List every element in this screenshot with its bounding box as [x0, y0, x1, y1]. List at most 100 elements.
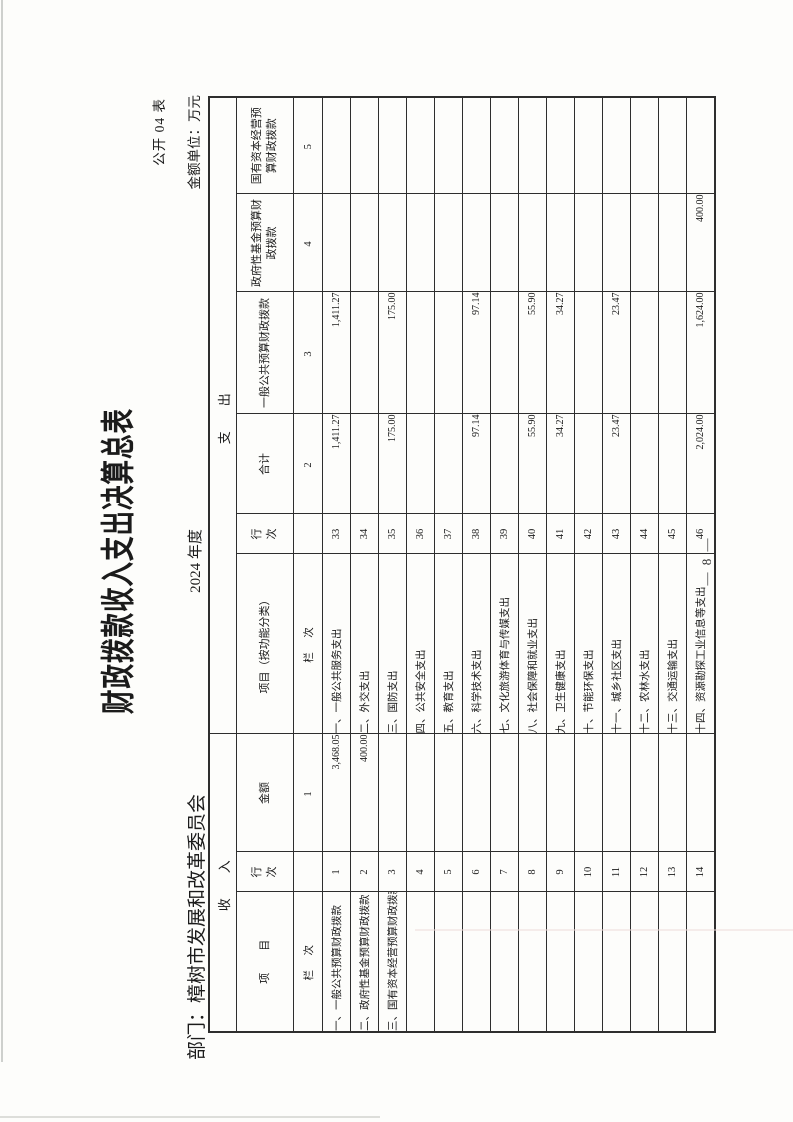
income-amount-cell [518, 733, 547, 852]
income-item-cell [546, 892, 575, 1032]
expense-item-cell: 七、文化旅游体育与传媒支出 [490, 553, 519, 734]
gov-fund-cell [322, 193, 351, 292]
income-amount-cell: 3,468.05 [322, 733, 351, 852]
gov-fund-cell [350, 193, 379, 292]
income-col-label: 栏 次 [293, 892, 323, 1032]
total-cell: 1,411.27 [322, 413, 351, 514]
income-item-cell [658, 892, 687, 1032]
general-budget-header: 一般公共预算财政拨款 [236, 291, 294, 414]
total-cell [350, 413, 379, 514]
expense-rowno-cell: 42 [574, 513, 603, 554]
income-item-cell [462, 892, 491, 1032]
state-capital-cell [462, 96, 491, 194]
table-row: 11 十一、城乡社区支出 43 23.47 23.47 [602, 96, 631, 1032]
state-capital-cell [546, 96, 575, 194]
expense-item-cell: 五、教育支出 [434, 553, 463, 734]
expense-rowno-cell: 41 [546, 513, 575, 554]
table-row: 13 十三、交通运输支出 45 [658, 96, 687, 1032]
income-item-cell [518, 892, 547, 1032]
state-capital-cell [322, 96, 351, 194]
column-name-row: 项 目 行 次 金额 项目（按功能分类） 行 次 合计 一般公共预算财政拨款 政… [236, 96, 294, 1032]
state-capital-cell [518, 96, 547, 194]
total-cell: 175.00 [378, 413, 407, 514]
table-body: 一、一般公共预算财政拨款 1 3,468.05 一、一般公共服务支出 33 1,411.2… [322, 96, 715, 1032]
general-budget-cell: 97.14 [462, 291, 491, 414]
expense-item-cell: 八、社会保障和就业支出 [518, 553, 547, 734]
income-amount-cell [574, 733, 603, 852]
gov-fund-cell [518, 193, 547, 292]
total-cell [574, 413, 603, 514]
income-item-cell [490, 892, 519, 1032]
col-number-3: 3 [293, 291, 323, 414]
table-row: 7 七、文化旅游体育与传媒支出 39 [490, 96, 519, 1032]
income-rowno-cell: 7 [490, 852, 519, 892]
expense-rowno-cell: 34 [350, 513, 379, 554]
gov-fund-cell [602, 193, 631, 292]
income-rowno-cell: 4 [406, 852, 435, 892]
page-title-text: 财政拨款收入支出决算总表 [101, 408, 139, 714]
expense-item-cell: 六、科学技术支出 [462, 553, 491, 734]
amount-unit-label: 金额单位：万元 [187, 95, 202, 190]
section-header-row: 收 入 支 出 [209, 96, 237, 1032]
table-header: 收 入 支 出 项 目 行 次 金额 项目（按功能分类） 行 次 合计 一般公共… [209, 96, 323, 1032]
income-rowno-cell: 10 [574, 852, 603, 892]
general-budget-cell [406, 291, 435, 414]
income-amount-header: 金额 [236, 733, 294, 852]
general-budget-cell [658, 291, 687, 414]
total-cell [630, 413, 659, 514]
income-rowno-cell: 8 [518, 852, 547, 892]
total-cell: 55.90 [518, 413, 547, 514]
income-rowno-cell: 9 [546, 852, 575, 892]
state-capital-cell [350, 96, 379, 194]
table-row: 10 十、节能环保支出 42 [574, 96, 603, 1032]
table-row: 一、一般公共预算财政拨款 1 3,468.05 一、一般公共服务支出 33 1,411.2… [322, 96, 351, 1032]
expense-rowno-cell: 40 [518, 513, 547, 554]
table-row: 4 四、公共安全支出 36 [406, 96, 435, 1032]
general-budget-cell: 55.90 [518, 291, 547, 414]
gov-fund-cell [490, 193, 519, 292]
total-cell: 23.47 [602, 413, 631, 514]
page-number: — 8 — [699, 536, 714, 586]
expense-item-cell: 十一、城乡社区支出 [602, 553, 631, 734]
income-rowno-cell: 3 [378, 852, 407, 892]
gov-fund-cell [462, 193, 491, 292]
blank-cell [293, 513, 323, 554]
table-row: 8 八、社会保障和就业支出 40 55.90 55.90 [518, 96, 547, 1032]
table-row: 5 五、教育支出 37 [434, 96, 463, 1032]
income-rowno-cell: 1 [322, 852, 351, 892]
expense-rowno-cell: 43 [602, 513, 631, 554]
income-rowno-header: 行 次 [236, 852, 294, 892]
general-budget-cell [574, 291, 603, 414]
general-budget-cell [434, 291, 463, 414]
state-capital-cell [434, 96, 463, 194]
gov-fund-cell [434, 193, 463, 292]
expense-item-cell: 一、一般公共服务支出 [322, 553, 351, 734]
income-rowno-cell: 13 [658, 852, 687, 892]
expense-rowno-cell: 36 [406, 513, 435, 554]
gov-fund-header: 政府性基金预算财政拨款 [236, 193, 294, 292]
expense-item-cell: 四、公共安全支出 [406, 553, 435, 734]
expense-rowno-cell: 45 [658, 513, 687, 554]
table-row: 12 十二、农林水支出 44 [630, 96, 659, 1032]
gov-fund-cell [630, 193, 659, 292]
gov-fund-cell [658, 193, 687, 292]
gov-fund-cell [574, 193, 603, 292]
expense-rowno-cell: 35 [378, 513, 407, 554]
form-code-label: 公开 04 表 [152, 98, 167, 166]
income-section-header: 收 入 [209, 733, 237, 1032]
income-item-cell [602, 892, 631, 1032]
expense-item-cell: 三、国防支出 [378, 553, 407, 734]
total-cell [490, 413, 519, 514]
page-title: 财政拨款收入支出决算总表 [94, 0, 146, 1122]
expense-item-cell: 十三、交通运输支出 [658, 553, 687, 734]
general-budget-cell: 23.47 [602, 291, 631, 414]
state-capital-cell [490, 96, 519, 194]
income-rowno-cell: 6 [462, 852, 491, 892]
income-amount-cell [490, 733, 519, 852]
income-item-cell: 二、政府性基金预算财政拨款 [350, 892, 379, 1032]
income-amount-cell [434, 733, 463, 852]
state-capital-cell [602, 96, 631, 194]
income-item-cell [574, 892, 603, 1032]
scan-edge-left [1, 0, 3, 1062]
